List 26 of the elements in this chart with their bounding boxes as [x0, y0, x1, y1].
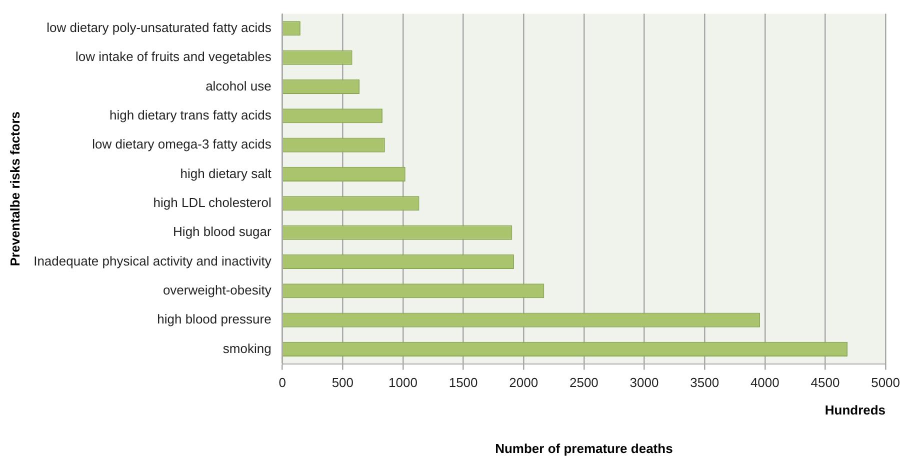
- x-tick-label: 1000: [388, 375, 418, 390]
- y-tick-label: high LDL cholesterol: [153, 194, 272, 210]
- y-tick-label: overweight-obesity: [162, 282, 272, 298]
- x-tick-label: 4000: [750, 375, 780, 390]
- text: Hundreds: [824, 402, 886, 418]
- x-axis-title: Number of premature deaths: [495, 440, 673, 456]
- y-tick-label: low dietary poly-unsaturated fatty acids: [46, 20, 272, 35]
- x-tick-label: 2000: [509, 375, 538, 390]
- y-tick-label: smoking: [222, 340, 272, 356]
- x-tick-label: 1500: [448, 375, 478, 390]
- y-tick-label: high dietary trans fatty acids: [109, 107, 272, 122]
- x-tick-label: 500: [332, 375, 354, 390]
- y-tick-label: low dietary omega-3 fatty acids: [92, 136, 272, 152]
- y-tick-label: high dietary salt: [180, 166, 272, 181]
- y-tick-label: high blood pressure: [157, 312, 272, 327]
- x-tick-label: 5000: [871, 375, 900, 390]
- x-tick-label: 3000: [630, 375, 659, 390]
- y-tick-label: Inadequate physical activity and inactivity: [34, 253, 272, 268]
- y-tick-label: High blood sugar: [173, 224, 272, 240]
- x-tick-label: 2500: [569, 375, 598, 390]
- y-tick-label: alcohol use: [206, 78, 272, 94]
- x-tick-label: 0: [278, 375, 286, 390]
- y-axis-title: Preventalbe risks factors: [7, 111, 22, 266]
- x-tick-label: 4500: [810, 375, 840, 390]
- x-tick-label: 3500: [690, 375, 720, 390]
- y-tick-label: low intake of fruits and vegetables: [76, 49, 272, 64]
